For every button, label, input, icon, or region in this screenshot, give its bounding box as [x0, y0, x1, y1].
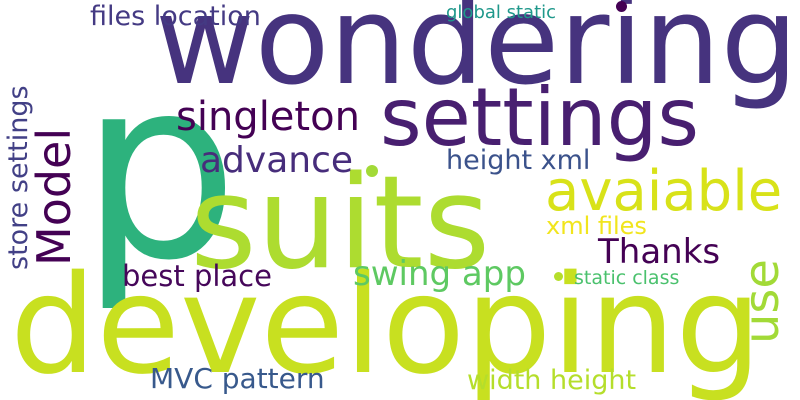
word-store-settings: store settings	[3, 85, 34, 270]
word-p: p	[80, 24, 239, 315]
word-mvc-pattern: MVC pattern	[150, 362, 325, 395]
word-static-class: static class	[574, 267, 680, 289]
word-height-xml: height xml	[446, 145, 591, 176]
word-model: Model	[27, 127, 81, 266]
word-best-place: best place	[122, 259, 272, 293]
word-advance: advance	[200, 140, 354, 181]
word-files-location: files location	[90, 1, 261, 32]
word-swing-app: swing app	[353, 254, 526, 294]
word-width-height: width height	[467, 365, 637, 396]
dot-lower	[554, 272, 563, 281]
dot-middle	[366, 165, 378, 177]
word-xml-files: xml files	[546, 212, 647, 240]
word-avaiable: avaiable	[545, 159, 783, 224]
word-settings: settings	[380, 71, 700, 164]
word-suits: suits	[190, 149, 491, 298]
word-developing: developing	[10, 247, 762, 400]
word-singleton: singleton	[176, 94, 360, 140]
word-thanks: Thanks	[598, 232, 721, 272]
dot-top-right	[616, 1, 627, 12]
word-wondering: wondering	[155, 0, 799, 112]
word-global-static: global static	[446, 2, 557, 23]
word-use: use	[734, 259, 790, 344]
